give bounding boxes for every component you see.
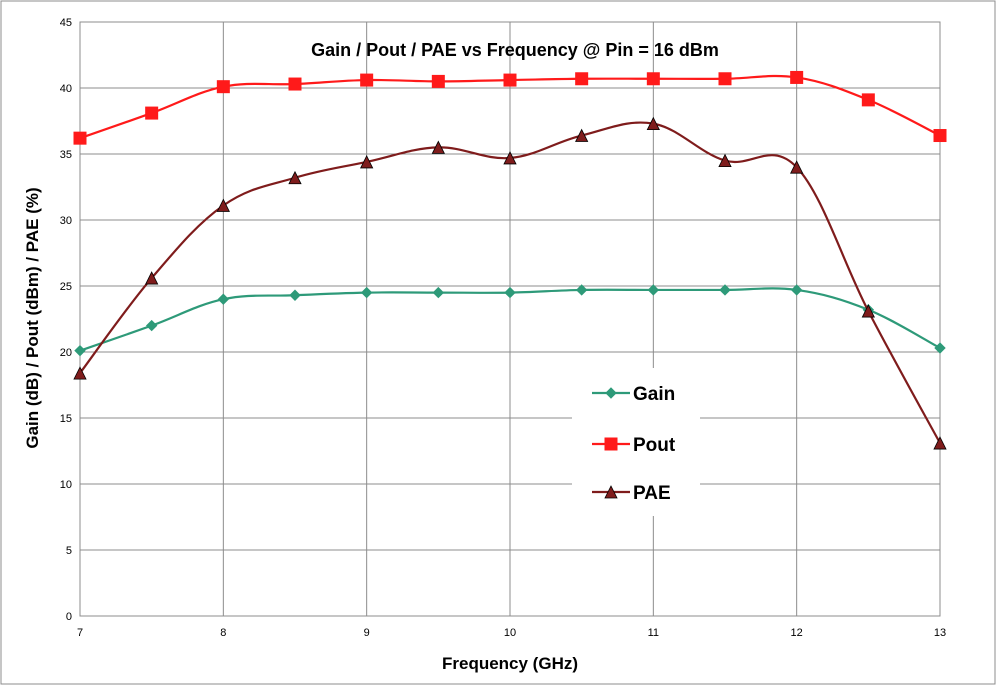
data-point-pout	[431, 74, 445, 88]
x-axis-title: Frequency (GHz)	[442, 654, 578, 673]
y-tick-label: 20	[60, 347, 72, 359]
data-point-gain	[934, 342, 946, 354]
x-tick-label: 10	[504, 627, 516, 639]
data-point-gain	[719, 284, 731, 296]
series-pout	[73, 70, 947, 145]
data-point-pae	[73, 366, 87, 380]
data-point-pout	[360, 73, 374, 87]
data-point-pae	[216, 198, 230, 212]
data-point-pout	[861, 93, 875, 107]
x-tick-label: 12	[791, 627, 803, 639]
data-point-gain	[289, 289, 301, 301]
data-point-pout	[288, 77, 302, 91]
legend-swatch-marker	[604, 437, 618, 451]
data-point-pout	[933, 129, 947, 143]
x-tick-label: 9	[364, 627, 370, 639]
y-tick-label: 0	[66, 611, 72, 623]
plot-area	[79, 21, 941, 617]
x-axis-ticks: 7 8 9 10 11 12 13	[77, 627, 946, 639]
data-point-pae	[575, 128, 589, 142]
y-tick-label: 30	[60, 215, 72, 227]
legend-swatch-marker	[604, 485, 618, 499]
legend: Gain Pout PAE	[572, 368, 700, 516]
legend-label: Pout	[633, 435, 676, 456]
y-axis-ticks: 0 5 10 15 20 25 30 35 40 45	[60, 17, 72, 623]
data-point-pout	[790, 70, 804, 84]
chart-title: Gain / Pout / PAE vs Frequency @ Pin = 1…	[311, 40, 719, 60]
series-layer	[73, 70, 947, 450]
data-point-gain	[504, 286, 516, 299]
data-point-pout	[575, 72, 589, 86]
data-point-gain	[647, 284, 660, 296]
y-tick-label: 45	[60, 17, 72, 29]
data-point-pae	[718, 153, 732, 168]
data-point-gain	[145, 319, 158, 332]
data-point-pae	[861, 304, 875, 318]
data-point-pae	[360, 155, 374, 169]
data-point-pae	[503, 151, 517, 165]
y-tick-label: 25	[60, 281, 72, 293]
data-point-pae	[288, 170, 302, 185]
y-tick-label: 15	[60, 413, 72, 425]
data-point-pae	[145, 271, 159, 285]
data-point-gain	[74, 344, 86, 357]
data-point-pout	[646, 72, 660, 86]
data-point-pout	[718, 72, 732, 86]
data-point-gain	[432, 286, 445, 299]
y-axis-title: Gain (dB) / Pout (dBm) / PAE (%)	[23, 187, 42, 448]
y-tick-label: 35	[60, 149, 72, 161]
series-pae	[73, 116, 947, 450]
y-tick-label: 40	[60, 83, 72, 95]
x-tick-label: 13	[934, 627, 946, 639]
y-tick-label: 10	[60, 479, 72, 491]
legend-label: Gain	[633, 384, 675, 405]
data-point-gain	[217, 293, 230, 305]
data-point-pae	[646, 116, 660, 131]
y-tick-label: 5	[66, 545, 72, 557]
data-point-gain	[575, 284, 588, 296]
data-point-pae	[933, 436, 947, 450]
data-point-gain	[790, 284, 803, 296]
data-point-pae	[431, 140, 445, 154]
x-tick-label: 7	[77, 627, 83, 639]
data-point-pout	[216, 80, 230, 94]
data-point-gain	[360, 286, 373, 299]
x-tick-label: 8	[220, 627, 226, 639]
data-point-pae	[790, 160, 804, 174]
legend-label: PAE	[633, 483, 671, 504]
legend-swatch-marker	[605, 387, 617, 399]
data-point-pout	[145, 106, 159, 120]
legend-item-pae: PAE	[592, 483, 671, 504]
legend-item-gain: Gain	[592, 384, 675, 405]
data-point-pout	[503, 73, 517, 87]
legend-item-pout: Pout	[592, 435, 676, 456]
x-tick-label: 11	[648, 627, 659, 639]
data-point-pout	[73, 131, 87, 145]
